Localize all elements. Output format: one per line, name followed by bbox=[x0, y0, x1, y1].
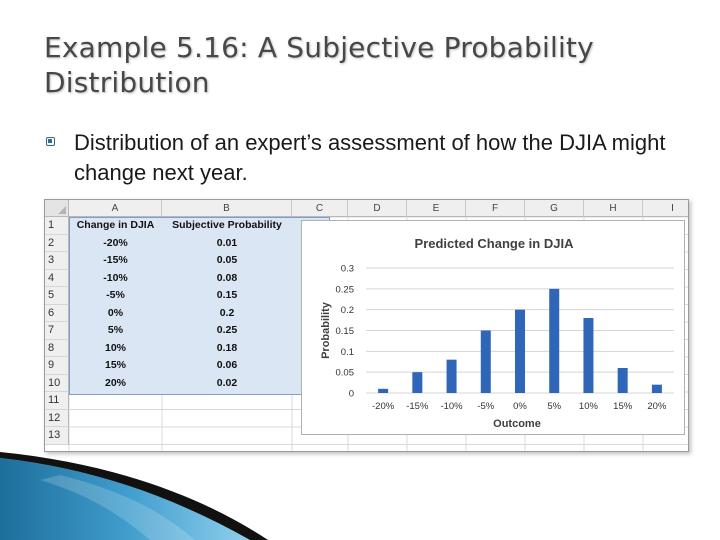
data-cell-change[interactable]: -20% bbox=[103, 236, 128, 249]
data-cell-change[interactable]: 0% bbox=[107, 306, 124, 319]
embedded-chart[interactable]: Predicted Change in DJIA 0 0.05 0.1 0.15 0.2 0… bbox=[301, 220, 685, 435]
data-cell-change[interactable]: -15% bbox=[103, 254, 128, 266]
column-header-b[interactable]: B bbox=[162, 200, 292, 217]
y-tick-label: 0.25 bbox=[336, 284, 355, 295]
row-header-1[interactable]: 1 bbox=[45, 217, 69, 235]
data-cell-change[interactable]: 5% bbox=[107, 324, 124, 336]
x-tick-label: -15% bbox=[406, 401, 429, 412]
bar-5% bbox=[549, 288, 560, 393]
column-header-d[interactable]: D bbox=[348, 200, 407, 217]
selected-range[interactable] bbox=[69, 217, 330, 395]
row-header-3[interactable]: 3 bbox=[45, 252, 69, 270]
bar--5% bbox=[480, 330, 491, 393]
data-cell-change[interactable]: 15% bbox=[104, 359, 126, 371]
bar--10% bbox=[446, 359, 457, 393]
data-cell-probability[interactable]: 0.02 bbox=[216, 376, 238, 389]
data-cell-change[interactable]: -10% bbox=[103, 271, 128, 284]
column-header-e[interactable]: E bbox=[407, 200, 466, 217]
row-header-4[interactable]: 4 bbox=[45, 269, 69, 287]
bar-15% bbox=[617, 368, 628, 393]
y-tick-label: 0 bbox=[349, 389, 354, 400]
column-header-h[interactable]: H bbox=[584, 200, 643, 217]
slide-title: Example 5.16: A Subjective Probability D… bbox=[44, 31, 594, 99]
y-tick-label: 0.1 bbox=[341, 347, 354, 358]
bar-10% bbox=[583, 318, 594, 393]
x-tick-label: -10% bbox=[440, 401, 463, 412]
x-tick-label: 0% bbox=[513, 401, 527, 412]
y-tick-label: 0.15 bbox=[336, 326, 355, 337]
bar--20% bbox=[378, 388, 389, 393]
row-header-13[interactable]: 13 bbox=[45, 427, 69, 445]
select-all-corner[interactable] bbox=[45, 200, 69, 217]
x-tick-label: 10% bbox=[579, 401, 599, 412]
y-tick-label: 0.05 bbox=[336, 368, 355, 379]
y-tick-label: 0.2 bbox=[341, 305, 354, 316]
chart-title: Predicted Change in DJIA bbox=[415, 236, 575, 251]
column-header-g[interactable]: G bbox=[525, 200, 584, 217]
data-cell-probability[interactable]: 0.06 bbox=[216, 359, 238, 371]
bar-20% bbox=[651, 384, 662, 393]
header-cell-probability[interactable]: Subjective Probability bbox=[172, 219, 282, 231]
y-tick-label: 0.3 bbox=[341, 264, 354, 275]
x-axis-label: Outcome bbox=[493, 418, 541, 430]
x-tick-label: 5% bbox=[547, 401, 561, 412]
row-header-7[interactable]: 7 bbox=[45, 322, 69, 340]
data-cell-change[interactable]: 10% bbox=[104, 341, 126, 354]
data-cell-probability[interactable]: 0.01 bbox=[216, 236, 238, 249]
column-header-c[interactable]: C bbox=[292, 200, 348, 217]
x-tick-label: -5% bbox=[477, 401, 494, 412]
data-cell-probability[interactable]: 0.2 bbox=[219, 306, 235, 319]
x-tick-label: 20% bbox=[647, 401, 667, 412]
y-axis-label: Probability bbox=[320, 301, 332, 359]
column-header-a[interactable]: A bbox=[69, 200, 162, 217]
data-cell-probability[interactable]: 0.18 bbox=[216, 341, 238, 354]
column-header-f[interactable]: F bbox=[466, 200, 525, 217]
row-header-8[interactable]: 8 bbox=[45, 339, 69, 357]
bullet-text: Distribution of an expert’s assessment o… bbox=[74, 130, 666, 185]
bar--15% bbox=[412, 372, 423, 393]
bar-chart: Predicted Change in DJIA 0 0.05 0.1 0.15 0.2 0… bbox=[320, 236, 674, 430]
x-tick-label: 15% bbox=[613, 401, 633, 412]
row-header-5[interactable]: 5 bbox=[45, 287, 69, 305]
row-header-11[interactable]: 11 bbox=[45, 392, 69, 410]
row-header-12[interactable]: 12 bbox=[45, 409, 69, 427]
row-header-9[interactable]: 9 bbox=[45, 357, 69, 375]
data-cell-probability[interactable]: 0.25 bbox=[216, 324, 238, 336]
row-header-2[interactable]: 2 bbox=[45, 234, 69, 252]
row-header-6[interactable]: 6 bbox=[45, 304, 69, 322]
column-header-i[interactable]: I bbox=[643, 200, 688, 217]
x-tick-label: -20% bbox=[372, 401, 395, 412]
data-cell-change[interactable]: 20% bbox=[104, 376, 126, 389]
row-header-10[interactable]: 10 bbox=[45, 374, 69, 392]
bullet-icon bbox=[46, 137, 55, 146]
header-cell-change[interactable]: Change in DJIA bbox=[76, 219, 155, 231]
data-cell-change[interactable]: -5% bbox=[106, 289, 125, 301]
data-cell-probability[interactable]: 0.05 bbox=[216, 254, 238, 266]
data-cell-probability[interactable]: 0.15 bbox=[216, 289, 238, 301]
bar-0% bbox=[515, 309, 525, 393]
data-cell-probability[interactable]: 0.08 bbox=[216, 271, 238, 284]
